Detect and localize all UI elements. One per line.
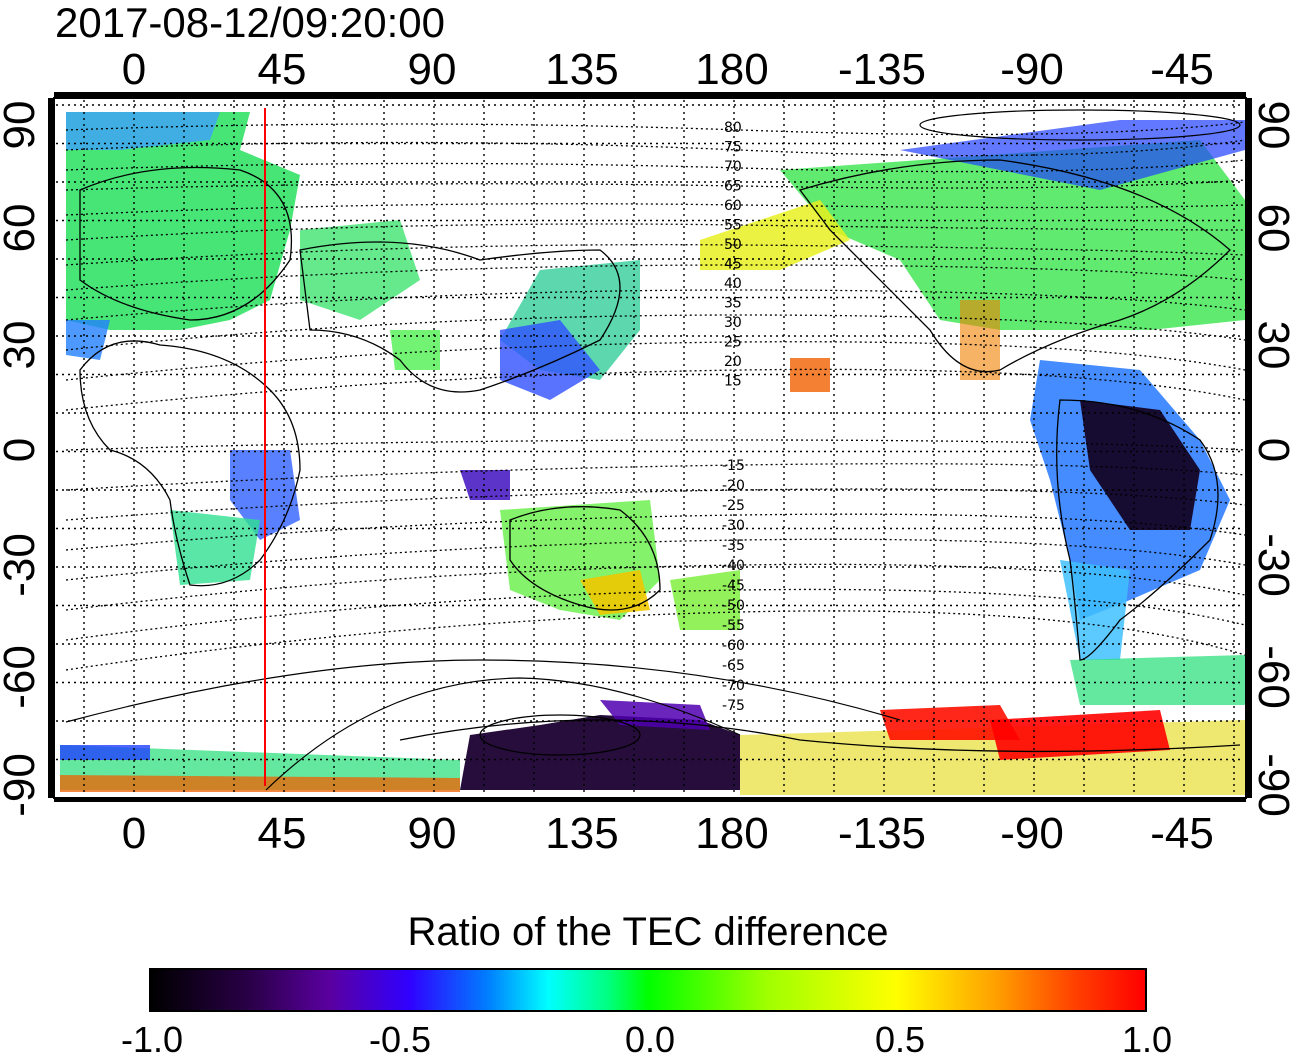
colorbar-tick-label: -1.0 xyxy=(120,1019,184,1060)
contour-label: -35 xyxy=(722,538,745,554)
contour-label: 75 xyxy=(724,140,742,156)
tick-label: -135 xyxy=(837,809,927,858)
contour-label: -40 xyxy=(722,558,745,574)
contour-label: -45 xyxy=(722,578,745,594)
colorbar-tick-label: 0.5 xyxy=(874,1019,926,1060)
contour-label: -20 xyxy=(722,478,745,494)
tick-label: -30 xyxy=(1249,533,1296,597)
contour-label: -75 xyxy=(722,698,745,714)
contour-label: 30 xyxy=(724,315,742,331)
bottom-axis-bar xyxy=(54,798,1246,802)
tick-label: -45 xyxy=(1150,45,1214,94)
polar-contours xyxy=(65,109,1241,791)
contour-label: 35 xyxy=(724,296,742,312)
contour-labels-north: 80 75 70 65 60 55 50 45 40 35 30 25 20 15 xyxy=(724,120,742,390)
top-axis-bar xyxy=(54,92,1246,98)
tick-label: -60 xyxy=(0,645,44,709)
tick-label: 45 xyxy=(257,809,307,858)
tick-label: -135 xyxy=(837,45,927,94)
contour-label: 50 xyxy=(724,237,742,253)
contour-label: 40 xyxy=(724,276,742,292)
contour-label: -60 xyxy=(722,638,745,654)
tick-label: 60 xyxy=(0,203,44,253)
contour-label: -25 xyxy=(722,498,745,514)
contour-label: 65 xyxy=(724,179,742,195)
tick-label: 90 xyxy=(407,45,457,94)
contour-label: 60 xyxy=(724,198,742,214)
contour-label: -50 xyxy=(722,598,745,614)
coastlines xyxy=(79,159,1241,753)
tick-label: 135 xyxy=(545,809,619,858)
contour-label: -65 xyxy=(722,658,745,674)
tick-label: -30 xyxy=(0,533,44,597)
tick-label: 90 xyxy=(407,809,457,858)
tick-label: 0 xyxy=(121,45,147,94)
tick-label: 30 xyxy=(0,320,44,370)
tick-label: 135 xyxy=(545,45,619,94)
tick-label: -60 xyxy=(1249,645,1296,709)
tick-label: 45 xyxy=(257,45,307,94)
contour-label: 45 xyxy=(724,257,742,273)
contour-labels-south: -15 -20 -25 -30 -35 -40 -45 -50 -55 -60 -65 -70 -75 xyxy=(722,458,745,714)
contour-label: 15 xyxy=(724,374,742,390)
tick-label: -90 xyxy=(1000,45,1064,94)
contour-label: 55 xyxy=(724,218,742,234)
contour-label: -70 xyxy=(722,678,745,694)
tick-label: 60 xyxy=(1249,203,1296,253)
tick-label: -90 xyxy=(0,753,44,817)
tick-label: -45 xyxy=(1150,809,1214,858)
tick-label: 0 xyxy=(0,428,60,472)
contour-label: -15 xyxy=(722,458,745,474)
contour-label: 25 xyxy=(724,335,742,351)
colorbar xyxy=(149,968,1147,1012)
tick-label: 90 xyxy=(1249,100,1296,150)
left-axis-bar xyxy=(48,98,54,798)
tick-label: 30 xyxy=(1249,320,1296,370)
magnetic-latitude-contours xyxy=(65,121,1246,671)
contour-label: -30 xyxy=(722,518,745,534)
tick-label: -90 xyxy=(1249,753,1296,817)
colorbar-title: Ratio of the TEC difference xyxy=(407,910,889,954)
right-axis-bar xyxy=(1246,98,1252,798)
timestamp-title: 2017-08-12/09:20:00 xyxy=(55,0,445,46)
contour-label: -55 xyxy=(722,618,745,634)
colorbar-tick-label: 1.0 xyxy=(1121,1019,1173,1060)
contour-label: 70 xyxy=(724,159,742,175)
tick-label: 180 xyxy=(695,809,769,858)
tick-label: 180 xyxy=(695,45,769,94)
tick-label: -90 xyxy=(1000,809,1064,858)
tick-label: 0 xyxy=(1249,437,1296,463)
tec-patches xyxy=(60,112,1245,795)
contour-label: 80 xyxy=(724,120,742,136)
tick-label: 90 xyxy=(0,100,44,150)
contour-label: 20 xyxy=(724,354,742,370)
tick-label: 0 xyxy=(121,809,147,858)
colorbar-tick-label: 0.0 xyxy=(624,1019,676,1060)
colorbar-tick-label: -0.5 xyxy=(368,1019,432,1060)
lat-lon-grid xyxy=(56,100,1244,796)
